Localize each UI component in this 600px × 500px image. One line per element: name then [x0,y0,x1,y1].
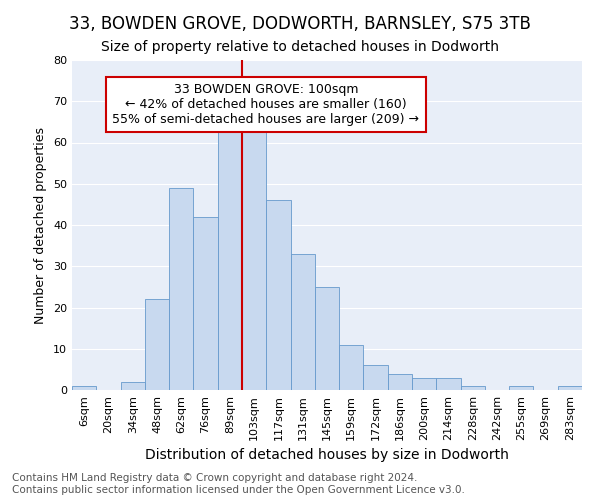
Bar [290,254,315,390]
Bar [436,378,461,390]
X-axis label: Distribution of detached houses by size in Dodworth: Distribution of detached houses by size … [145,448,509,462]
Bar [242,122,266,390]
Text: Contains HM Land Registry data © Crown copyright and database right 2024.
Contai: Contains HM Land Registry data © Crown c… [12,474,465,495]
Bar [145,299,169,390]
Bar [509,386,533,390]
Bar [315,287,339,390]
Text: 33, BOWDEN GROVE, DODWORTH, BARNSLEY, S75 3TB: 33, BOWDEN GROVE, DODWORTH, BARNSLEY, S7… [69,15,531,33]
Bar [388,374,412,390]
Bar [339,344,364,390]
Text: Size of property relative to detached houses in Dodworth: Size of property relative to detached ho… [101,40,499,54]
Y-axis label: Number of detached properties: Number of detached properties [34,126,47,324]
Text: 33 BOWDEN GROVE: 100sqm
← 42% of detached houses are smaller (160)
55% of semi-d: 33 BOWDEN GROVE: 100sqm ← 42% of detache… [112,83,419,126]
Bar [169,188,193,390]
Bar [121,382,145,390]
Bar [72,386,96,390]
Bar [266,200,290,390]
Bar [412,378,436,390]
Bar [364,365,388,390]
Bar [558,386,582,390]
Bar [193,217,218,390]
Bar [218,130,242,390]
Bar [461,386,485,390]
